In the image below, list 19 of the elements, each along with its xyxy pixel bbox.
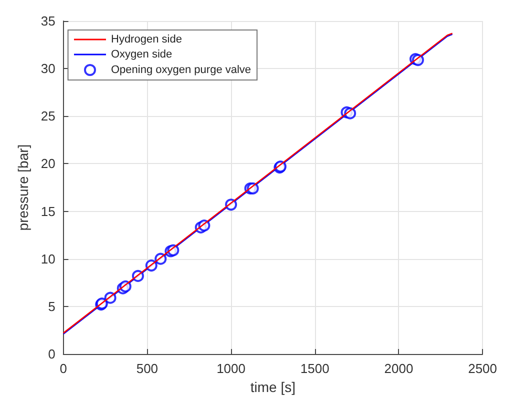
y-tick-label: 5 <box>48 298 56 314</box>
legend-label: Opening oxygen purge valve <box>111 64 252 76</box>
x-axis-title: time [s] <box>250 379 296 395</box>
y-tick-label: 0 <box>48 346 56 362</box>
y-tick-label: 15 <box>40 204 56 219</box>
y-axis-title: pressure [bar] <box>15 144 31 231</box>
y-tick-label: 25 <box>40 108 56 124</box>
x-tick-label: 2500 <box>468 361 497 376</box>
x-tick-label: 2000 <box>384 361 414 376</box>
legend-label: Hydrogen side <box>111 34 182 46</box>
legend-label: Oxygen side <box>111 48 172 60</box>
x-tick-label: 1500 <box>300 361 330 376</box>
x-tick-label: 1000 <box>216 361 246 376</box>
y-tick-label: 35 <box>40 14 56 28</box>
y-tick-label: 10 <box>40 251 56 266</box>
y-tick-label: 20 <box>40 156 56 172</box>
y-tick-label: 30 <box>40 61 56 76</box>
x-tick-label: 500 <box>136 361 158 376</box>
x-tick-label: 0 <box>60 361 67 376</box>
